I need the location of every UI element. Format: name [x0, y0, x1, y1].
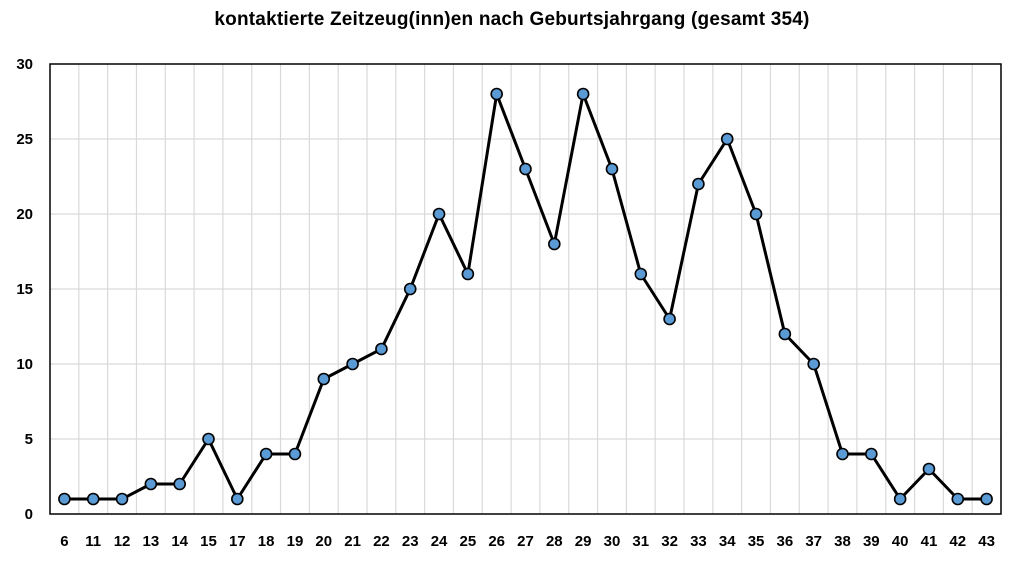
data-point — [490, 87, 503, 101]
data-point — [432, 207, 446, 221]
y-tick-label: 30 — [16, 56, 33, 73]
data-point — [375, 342, 388, 356]
data-point — [605, 162, 619, 176]
x-tick-label: 14 — [171, 533, 188, 550]
grid-lines — [49, 63, 1002, 515]
data-point — [749, 207, 763, 221]
x-tick-label: 34 — [719, 533, 736, 550]
data-points — [58, 87, 993, 506]
y-tick-label: 25 — [16, 131, 33, 148]
x-tick-label: 32 — [661, 533, 678, 550]
x-tick-label: 39 — [863, 533, 880, 550]
x-tick-label: 17 — [229, 533, 246, 550]
x-tick-label: 19 — [287, 533, 304, 550]
x-tick-label: 18 — [258, 533, 275, 550]
data-point — [288, 447, 302, 461]
x-tick-label: 28 — [546, 533, 563, 550]
data-point — [865, 447, 878, 461]
x-tick-label: 26 — [488, 533, 505, 550]
x-tick-label: 25 — [460, 533, 477, 550]
x-tick-label: 30 — [604, 533, 621, 550]
data-point — [634, 267, 648, 281]
data-point — [951, 492, 965, 506]
x-tick-label: 22 — [373, 533, 390, 550]
x-tick-label: 27 — [517, 533, 534, 550]
x-tick-label: 36 — [777, 533, 794, 550]
data-point — [893, 492, 907, 506]
x-tick-label: 12 — [114, 533, 131, 550]
y-tick-label: 5 — [25, 431, 33, 448]
x-tick-label: 35 — [748, 533, 765, 550]
data-point — [836, 447, 849, 461]
data-point — [519, 162, 532, 176]
data-point — [259, 447, 273, 461]
x-tick-label: 31 — [632, 533, 649, 550]
x-tick-label: 41 — [921, 533, 938, 550]
chart-title: kontaktierte Zeitzeug(inn)en nach Geburt… — [214, 9, 810, 30]
data-point — [317, 372, 331, 386]
data-point — [115, 492, 129, 506]
y-tick-label: 20 — [16, 206, 33, 223]
x-tick-label: 40 — [892, 533, 909, 550]
data-point — [548, 237, 561, 251]
data-point — [692, 177, 705, 191]
x-tick-label: 37 — [805, 533, 822, 550]
x-tick-label: 29 — [575, 533, 592, 550]
x-tick-label: 21 — [344, 533, 361, 550]
data-point — [922, 462, 936, 476]
axis-labels: 0 5 10 15 20 25 30 6 11 12 13 14 15 17 18 19 20 21 22 23 24 2… — [16, 56, 995, 550]
data-point — [663, 312, 676, 326]
data-point — [173, 477, 186, 491]
x-tick-label: 15 — [200, 533, 217, 550]
x-tick-label: 20 — [315, 533, 332, 550]
y-tick-label: 15 — [16, 281, 33, 298]
data-point — [461, 267, 475, 281]
data-point — [807, 357, 820, 371]
data-point — [346, 357, 359, 371]
plot-frame — [49, 63, 1002, 515]
x-tick-label: 11 — [85, 533, 101, 550]
data-point — [58, 492, 71, 506]
data-point — [778, 327, 792, 341]
x-tick-label: 6 — [60, 533, 68, 550]
data-point — [403, 282, 417, 296]
x-tick-label: 23 — [402, 533, 419, 550]
data-point — [202, 432, 215, 446]
data-point — [144, 477, 158, 491]
y-tick-label: 10 — [16, 356, 33, 373]
data-point — [231, 492, 244, 506]
x-tick-label: 38 — [834, 533, 851, 550]
data-point — [980, 492, 993, 506]
data-point — [86, 492, 100, 506]
y-tick-label: 0 — [25, 506, 33, 523]
x-tick-label: 43 — [978, 533, 995, 550]
x-tick-label: 24 — [431, 533, 448, 550]
x-tick-label: 42 — [949, 533, 966, 550]
x-tick-label: 13 — [143, 533, 160, 550]
data-point — [576, 87, 590, 101]
data-point — [720, 132, 734, 146]
x-tick-label: 33 — [690, 533, 707, 550]
